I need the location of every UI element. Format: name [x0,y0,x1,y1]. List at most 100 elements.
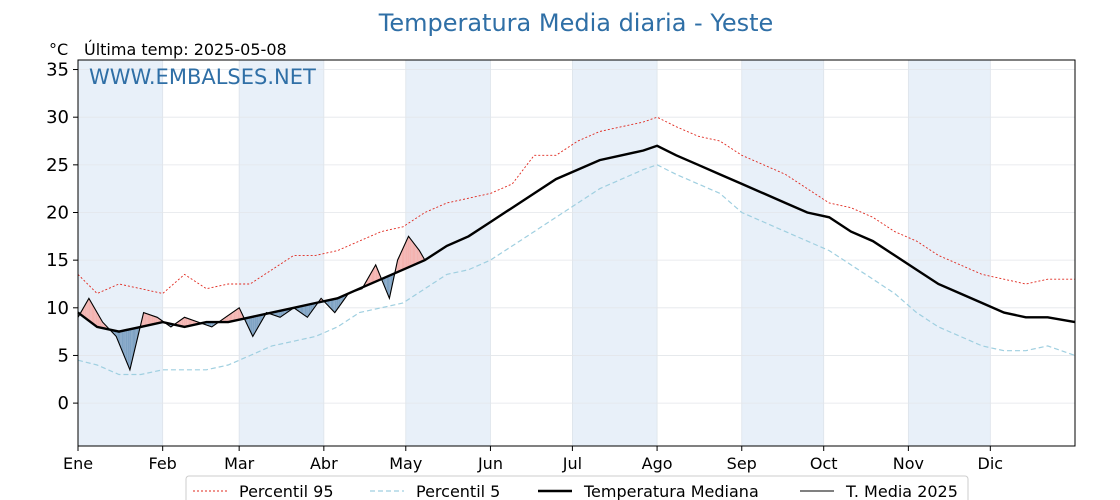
warm-anomaly-fill [185,317,188,327]
t2025-line [77,235,426,372]
cold-anomaly-fill [306,304,308,318]
warm-anomaly-fill [403,245,405,270]
warm-anomaly-fill [405,239,408,269]
cold-anomaly-fill [278,310,281,318]
x-tick-label-feb: Feb [149,454,177,473]
y-tick-label-5: 5 [58,345,69,366]
cold-anomaly-fill [337,297,339,309]
warm-anomaly-fill [408,236,410,268]
warm-anomaly-fill [404,242,406,270]
warm-anomaly-fill [183,317,185,327]
warm-anomaly-fill [153,315,155,325]
cold-anomaly-fill [336,298,338,311]
warm-anomaly-fill [93,305,95,325]
cold-anomaly-fill [277,311,279,317]
cold-anomaly-fill [304,305,307,317]
cold-anomaly-fill [333,298,335,313]
cold-anomaly-fill [121,330,124,354]
warm-anomaly-fill [87,298,89,321]
x-tick-label-mar: Mar [224,454,255,473]
warm-anomaly-fill [155,316,158,324]
month-band-nov [908,60,991,446]
cold-anomaly-fill [258,315,260,327]
warm-anomaly-fill [226,315,229,323]
y-tick-label-0: 0 [58,393,69,414]
warm-anomaly-fill [370,272,372,284]
y-tick-label-35: 35 [46,60,69,81]
cold-anomaly-fill [120,331,122,350]
warm-anomaly-fill [411,239,413,267]
last-temp-label: Última temp: 2025-05-08 [84,40,287,59]
warm-anomaly-fill [187,318,189,327]
grid-lines [77,60,1075,446]
x-tick-label-sep: Sep [727,454,757,473]
cold-anomaly-fill [307,304,309,318]
warm-anomaly-fill [180,319,182,327]
y-tick-label-20: 20 [46,202,69,223]
warm-anomaly-fill [98,315,100,328]
y-axis: 0 5 10 15 20 25 30 35 [46,60,78,414]
cold-anomaly-fill [332,299,334,312]
cold-anomaly-fill [252,316,255,337]
warm-anomaly-fill [373,267,375,283]
cold-anomaly-fill [303,305,305,316]
warm-anomaly-fill [83,305,85,318]
warm-anomaly-fill [84,303,87,319]
plot-frame [77,59,1076,447]
legend: Percentil 95 Percentil 5 Temperatura Med… [185,475,969,500]
warm-anomaly-fill [90,300,92,323]
warm-anomaly-fill [157,317,159,324]
cold-anomaly-fill [254,316,256,334]
warm-anomaly-fill [237,307,240,320]
cold-anomaly-fill [334,298,337,313]
x-tick-label-ene: Ene [63,454,93,473]
cold-anomaly-fill [256,315,259,330]
warm-anomaly-fill [374,264,376,283]
cold-anomaly-fill [281,310,283,317]
cold-anomaly-fill [125,329,128,364]
warm-anomaly-fill [228,314,230,323]
x-tick-label-nov: Nov [893,454,924,473]
warm-anomaly-fill [407,236,409,268]
warm-anomaly-fill [184,317,186,327]
warm-anomaly-fill [418,248,420,264]
month-band-mar [239,60,324,446]
cold-anomaly-fill [300,306,302,314]
warm-anomaly-fill [147,314,149,326]
cold-anomaly-fill [330,299,332,310]
y-tick-label-30: 30 [46,107,69,128]
cold-anomaly-fill [310,303,312,314]
cold-anomaly-fill [388,275,390,299]
warm-anomaly-fill [181,318,184,327]
warm-anomaly-fill [399,254,401,272]
x-tick-label-may: May [389,454,422,473]
warm-anomaly-fill [88,298,91,322]
warm-anomaly-fill [154,316,156,324]
legend-p95-label: Percentil 95 [239,482,334,500]
warm-anomaly-fill [95,310,98,327]
x-tick-label-oct: Oct [810,454,838,473]
warm-anomaly-fill [409,238,412,267]
y-tick-label-25: 25 [46,155,69,176]
warm-anomaly-fill [415,245,417,265]
warm-anomaly-fill [236,308,238,321]
x-tick-label-ago: Ago [642,454,673,473]
warm-anomaly-fill [225,316,227,323]
warm-anomaly-fill [149,314,151,326]
x-axis: Ene Feb Mar Abr May Jun Jul Ago Sep Oct Nov Dic [63,446,1003,473]
warm-anomaly-fill [235,309,237,321]
warm-anomaly-fill [190,319,192,326]
legend-t2025-label: T. Media 2025 [845,482,958,500]
warm-anomaly-fill [151,315,154,325]
warm-anomaly-fill [419,250,421,263]
legend-p5-label: Percentil 5 [416,482,500,500]
warm-anomaly-fill [143,312,145,327]
warm-anomaly-fill [375,264,378,282]
warm-anomaly-fill [150,315,152,325]
series-lines [77,116,1076,376]
month-bands [78,60,991,446]
cold-anomaly-fill [128,329,130,370]
cold-anomaly-fill [280,310,282,318]
cold-anomaly-fill [250,317,252,334]
